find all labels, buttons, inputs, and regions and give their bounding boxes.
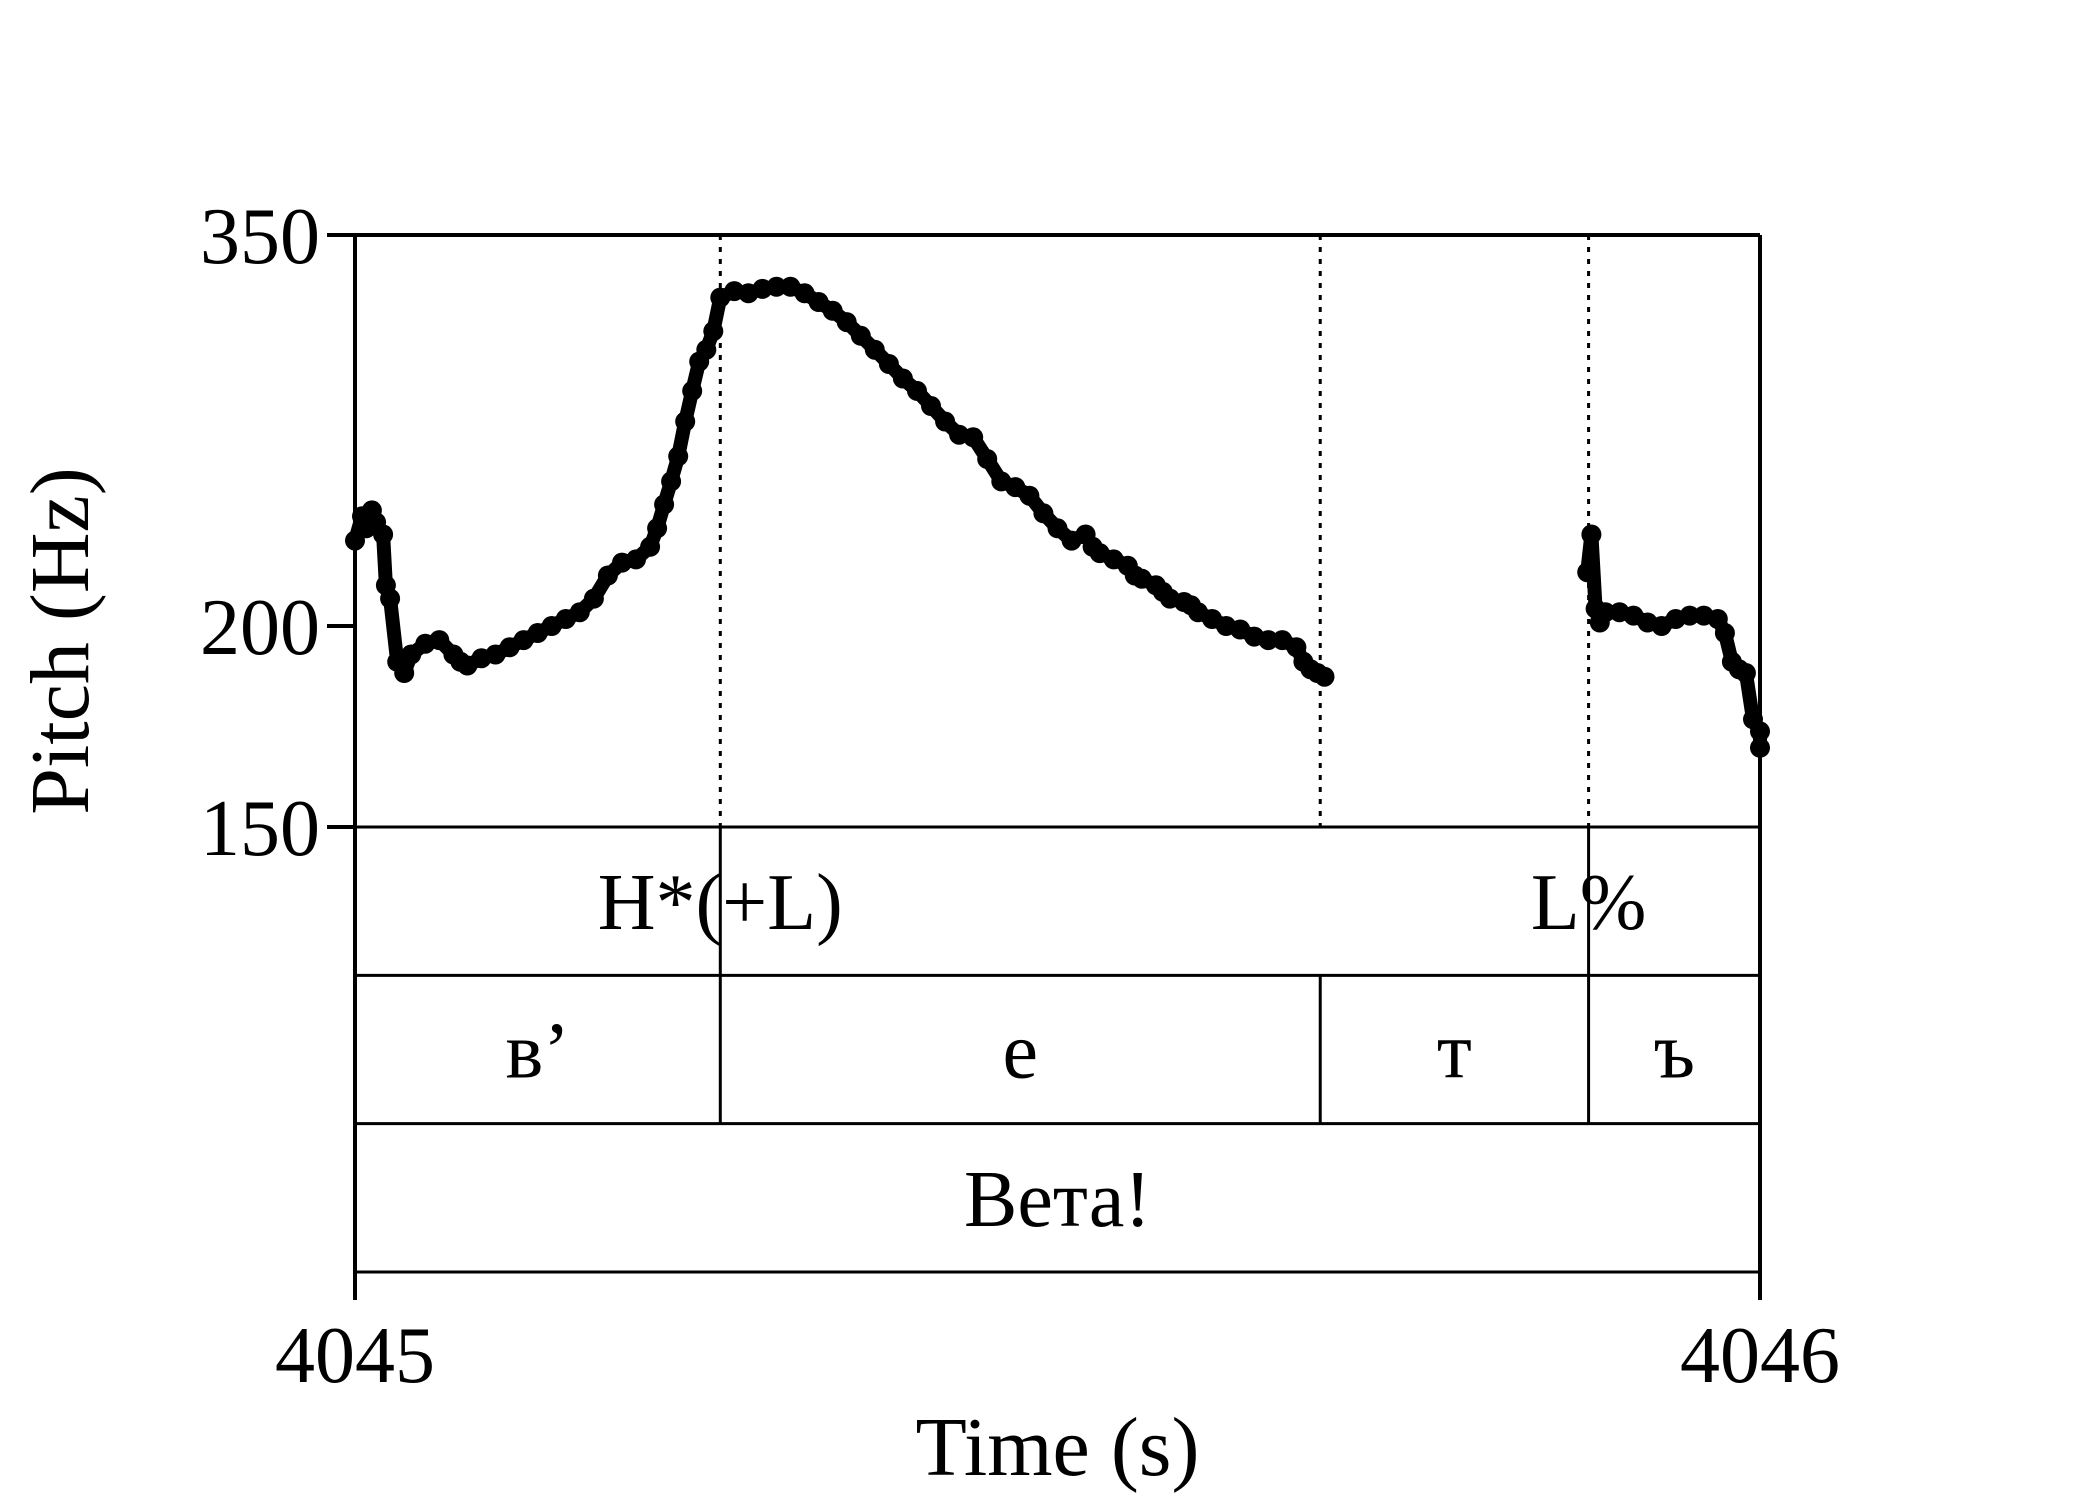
x-tick-label: 4046 xyxy=(1680,1312,1840,1400)
pitch-contour-segment xyxy=(1580,527,1767,755)
y-tick-label: 200 xyxy=(200,584,320,672)
pitch-point xyxy=(703,321,724,342)
pitch-point xyxy=(597,565,618,586)
phoneme-label: ъ xyxy=(1654,1008,1695,1096)
y-axis-title: Pitch (Hz) xyxy=(14,467,107,815)
pitch-point xyxy=(647,518,668,539)
pitch-point xyxy=(1735,663,1756,683)
pitch-point xyxy=(1258,630,1279,651)
pitch-point xyxy=(963,427,984,448)
word-label: Вета! xyxy=(964,1156,1151,1244)
pitch-point xyxy=(1577,562,1598,583)
pitch-point xyxy=(429,630,450,651)
pitch-point xyxy=(1581,524,1602,545)
pitch-point xyxy=(907,380,927,401)
pitch-point xyxy=(675,411,696,432)
pitch-point xyxy=(682,380,703,401)
y-tick-label: 150 xyxy=(200,785,320,873)
pitch-point xyxy=(661,471,682,492)
pitch-point xyxy=(822,300,843,321)
pitch-points xyxy=(345,276,1770,758)
axes xyxy=(327,233,1762,1300)
pitch-point xyxy=(766,276,787,297)
pitch-point xyxy=(935,411,956,432)
pitch-point xyxy=(878,354,899,374)
phoneme-label: в’ xyxy=(505,1008,569,1096)
pitch-point xyxy=(1047,518,1068,539)
pitch-point xyxy=(401,644,422,665)
pitch-point xyxy=(921,396,941,416)
pitch-point xyxy=(1679,605,1700,626)
pitch-point xyxy=(977,449,998,469)
pitch-point xyxy=(850,325,871,346)
phoneme-label: е xyxy=(1003,1008,1039,1096)
pitch-point xyxy=(1714,623,1735,643)
x-tick-label: 4045 xyxy=(275,1312,435,1400)
pitch-point xyxy=(1033,503,1054,524)
pitch-point xyxy=(864,339,885,360)
pitch-point xyxy=(380,588,401,609)
axis-labels: 350 200 150 4045 4046 Time (s) Pitch (Hz) xyxy=(14,193,1840,1494)
pitch-point xyxy=(892,368,913,389)
pitch-contour-segment xyxy=(348,279,1332,684)
pitch-point xyxy=(654,494,675,515)
x-axis-title: Time (s) xyxy=(916,1401,1200,1494)
pitch-point xyxy=(1019,485,1040,506)
pitch-point xyxy=(1595,602,1616,623)
y-tick-label: 350 xyxy=(200,193,320,281)
pitch-point xyxy=(394,663,415,683)
pitch-point xyxy=(640,536,661,557)
pitch-point xyxy=(668,446,689,467)
pitch-point xyxy=(373,524,394,545)
pitch-point xyxy=(583,588,604,609)
pitch-point xyxy=(1314,666,1335,687)
pitch-point xyxy=(569,602,590,623)
pitch-point xyxy=(626,549,646,570)
phoneme-label: т xyxy=(1437,1008,1472,1096)
pitch-point xyxy=(836,312,857,333)
pitch-point xyxy=(696,339,717,360)
boundary-lines xyxy=(718,235,1591,1124)
